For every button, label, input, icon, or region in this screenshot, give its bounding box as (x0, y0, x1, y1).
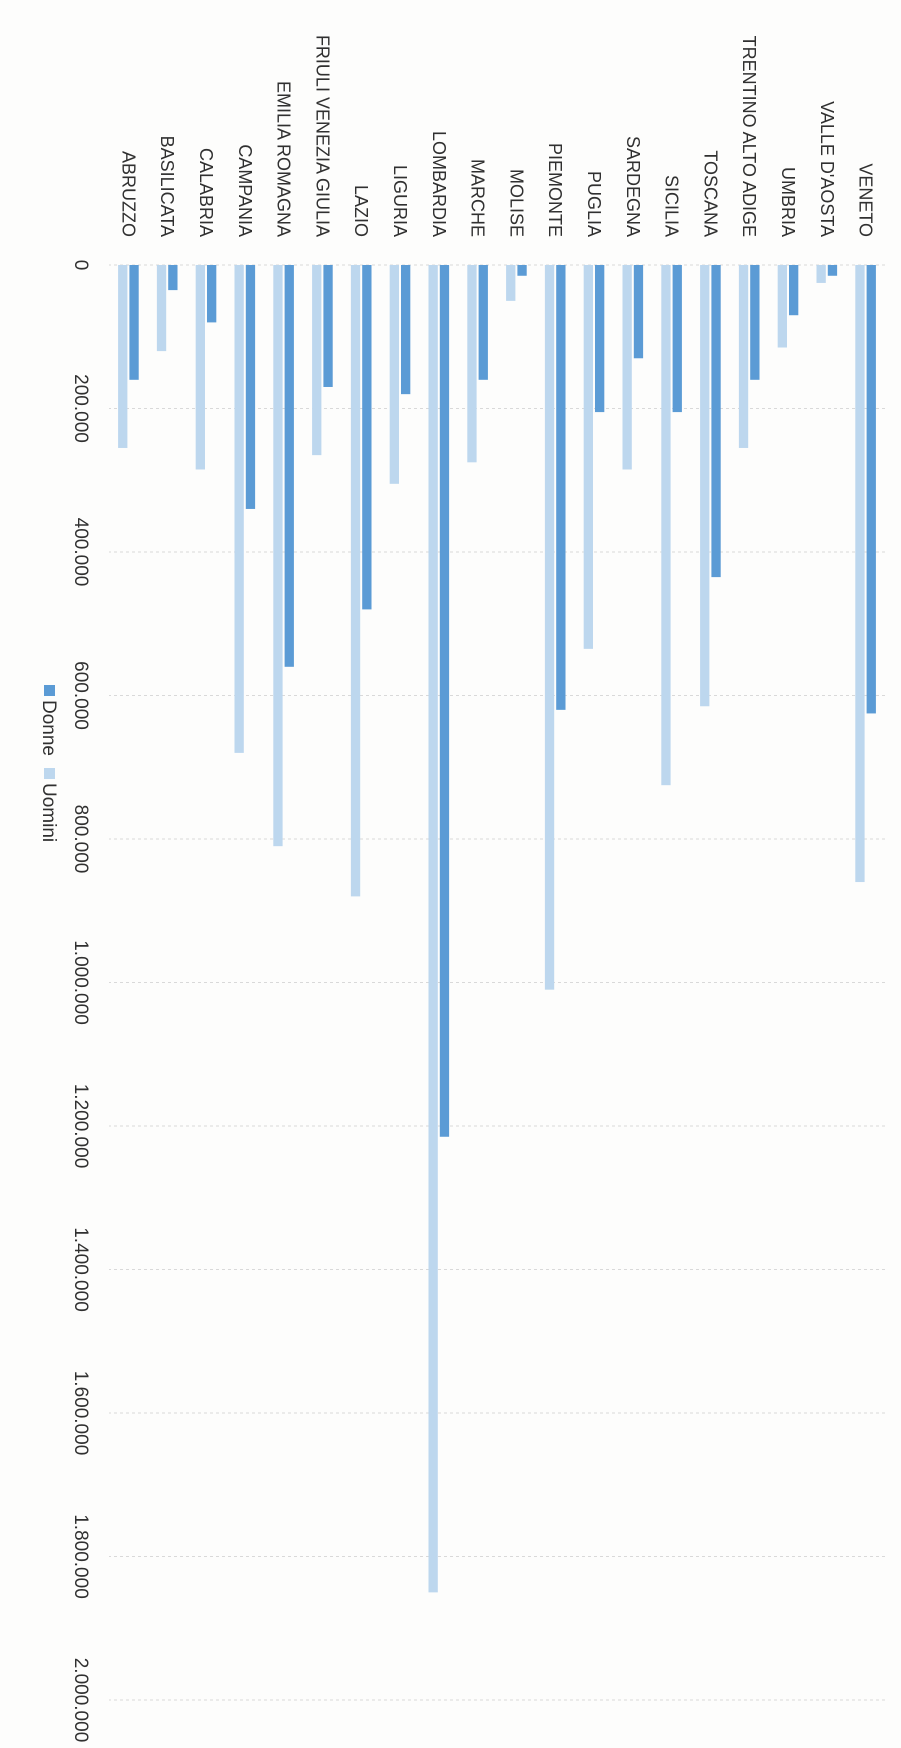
bar-uomini-liguria (389, 265, 399, 484)
category-label-trentino-alto-adige: TRENTINO ALTO ADIGE (739, 36, 759, 237)
category-label-puglia: PUGLIA (584, 171, 604, 237)
bar-uomini-molise (506, 265, 516, 301)
bar-uomini-piemonte (544, 265, 555, 990)
bar-donne-sicilia (672, 265, 682, 413)
bar-uomini-emilia-romagna (273, 265, 283, 847)
value-tick-label: 1.000.000 (70, 940, 91, 1025)
value-tick-label: 1.800.000 (70, 1514, 91, 1599)
category-label-basilicata: BASILICATA (157, 136, 177, 237)
bar-uomini-friuli-venezia-giulia (312, 265, 322, 456)
value-tick-label: 200.000 (70, 374, 91, 443)
bars (118, 265, 876, 1593)
bar-donne-sardegna (633, 265, 644, 359)
category-label-toscana: TOSCANA (700, 150, 720, 237)
bar-uomini-veneto (855, 265, 865, 883)
bar-donne-emilia-romagna (284, 265, 294, 667)
category-label-emilia-romagna: EMILIA ROMAGNA (274, 81, 294, 237)
bar-donne-marche (478, 265, 488, 380)
category-label-liguria: LIGURIA (390, 165, 410, 237)
value-tick-label: 600.000 (70, 661, 91, 730)
legend-label-uomini: Uomini (38, 783, 59, 842)
category-label-lombardia: LOMBARDIA (429, 131, 449, 237)
bar-uomini-campania (234, 265, 244, 753)
value-tick-label: 2.000.000 (70, 1658, 91, 1743)
bar-uomini-lombardia (428, 265, 438, 1593)
bar-donne-liguria (401, 265, 411, 395)
legend-swatch-donne (44, 685, 55, 696)
category-label-friuli-venezia-giulia: FRIULI VENEZIA GIULIA (312, 35, 332, 237)
category-label-abruzzo: ABRUZZO (118, 151, 138, 237)
bar-donne-molise (517, 265, 527, 276)
bar-donne-friuli-venezia-giulia (323, 265, 333, 387)
category-label-piemonte: PIEMONTE (545, 143, 565, 237)
category-label-molise: MOLISE (506, 169, 526, 237)
bar-donne-veneto (866, 265, 876, 714)
category-label-umbria: UMBRIA (778, 167, 798, 237)
category-label-calabria: CALABRIA (196, 148, 216, 237)
value-tick-label: 1.400.000 (70, 1227, 91, 1312)
value-tick-label: 0 (70, 260, 91, 271)
bar-uomini-toscana (700, 265, 710, 707)
category-label-valle-d-aosta: VALLE D'AOSTA (817, 101, 837, 237)
bar-uomini-trentino-alto-adige (738, 265, 749, 448)
value-axis: 0 200.000 400.000 600.000 800.000 1.000.000 1.… (70, 260, 91, 1743)
category-label-lazio: LAZIO (351, 185, 371, 237)
category-label-veneto: VENETO (856, 163, 876, 237)
category-label-campania: CAMPANIA (235, 144, 255, 237)
bar-uomini-valle-d-aosta (816, 265, 826, 283)
category-label-sicilia: SICILIA (662, 175, 682, 237)
bar-donne-umbria (788, 265, 799, 316)
bar-uomini-calabria (195, 265, 205, 470)
value-tick-label: 1.600.000 (70, 1371, 91, 1456)
gridlines (109, 264, 885, 1701)
value-tick-label: 1.200.000 (70, 1084, 91, 1169)
category-label-sardegna: SARDEGNA (623, 136, 643, 237)
bar-donne-calabria (207, 265, 217, 323)
bar-uomini-abruzzo (118, 265, 128, 448)
category-label-marche: MARCHE (468, 159, 488, 237)
bar-donne-valle-d-aosta (827, 265, 838, 276)
bar-uomini-sardegna (622, 265, 632, 470)
bar-uomini-sicilia (661, 265, 671, 786)
legend: Donne Uomini (38, 685, 59, 842)
bar-donne-toscana (711, 265, 721, 578)
bar-uomini-umbria (777, 265, 787, 348)
value-tick-label: 400.000 (70, 518, 91, 587)
bar-uomini-marche (467, 265, 477, 463)
bar-donne-abruzzo (129, 265, 139, 380)
bar-donne-basilicata (168, 265, 178, 291)
bar-uomini-puglia (583, 265, 593, 649)
bar-donne-trentino-alto-adige (750, 265, 760, 380)
bar-donne-lombardia (439, 265, 450, 1137)
bar-donne-puglia (595, 265, 605, 413)
legend-label-donne: Donne (38, 700, 59, 756)
category-axis: ABRUZZO BASILICATA CALABRIA CAMPANIA EMILIA … (118, 35, 875, 237)
bar-uomini-lazio (350, 265, 361, 897)
value-tick-label: 800.000 (70, 805, 91, 874)
bar-uomini-basilicata (156, 265, 167, 352)
bar-donne-lazio (362, 265, 372, 610)
bar-donne-campania (245, 265, 256, 509)
bar-donne-piemonte (556, 265, 566, 710)
legend-swatch-uomini (44, 768, 55, 779)
